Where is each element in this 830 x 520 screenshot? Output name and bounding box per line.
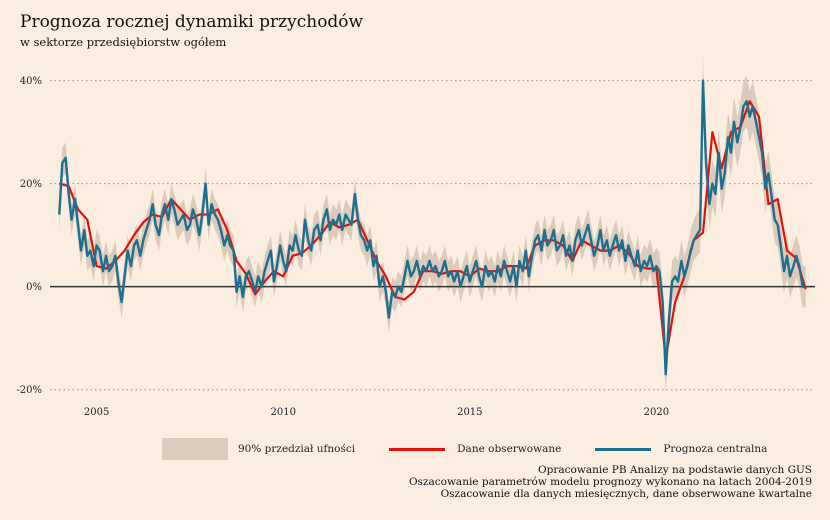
chart-subtitle: w sektorze przedsiębiorstw ogółem [20, 35, 227, 49]
legend-forecast-label: Prognoza centralna [663, 443, 768, 455]
legend-item-forecast: Prognoza centralna [595, 443, 767, 455]
legend: 90% przedział ufności Dane obserwowane P… [162, 438, 801, 460]
y-tick-label: -20% [16, 385, 42, 396]
legend-item-observed: Dane obserwowane [389, 443, 561, 455]
x-axis-ticks: 2005 2010 2015 2020 [84, 407, 669, 418]
line-chart: -20% 0% 20% 40% 2005 2010 2015 2020 [16, 57, 815, 418]
y-tick-label: 20% [20, 179, 42, 190]
legend-observed-swatch [389, 447, 446, 451]
frequency-note: Oszacowanie dla danych miesięcznych, dan… [440, 488, 812, 500]
x-tick-label: 2015 [457, 407, 482, 418]
chart-title: Prognoza rocznej dynamiki przychodów [20, 12, 364, 32]
confidence-band [59, 57, 806, 395]
legend-observed-label: Dane obserwowane [457, 443, 562, 455]
source-notes: Opracowanie PB Analizy na podstawie dany… [409, 464, 812, 500]
x-tick-label: 2005 [84, 407, 109, 418]
legend-band-swatch [162, 438, 228, 460]
x-tick-label: 2020 [644, 407, 669, 418]
method-note: Oszacowanie parametrów modelu prognozy w… [408, 476, 812, 488]
y-tick-label: 40% [20, 76, 42, 87]
y-axis-ticks: -20% 0% 20% 40% [16, 76, 42, 396]
x-tick-label: 2010 [271, 407, 296, 418]
grid-lines [50, 80, 815, 391]
legend-band-label: 90% przedział ufności [238, 443, 356, 455]
forecast-series-line [58, 79, 806, 376]
y-tick-label: 0% [26, 282, 42, 293]
legend-item-band: 90% przedział ufności [162, 438, 355, 460]
source-note: Opracowanie PB Analizy na podstawie dany… [538, 464, 812, 476]
legend-forecast-swatch [595, 447, 652, 451]
